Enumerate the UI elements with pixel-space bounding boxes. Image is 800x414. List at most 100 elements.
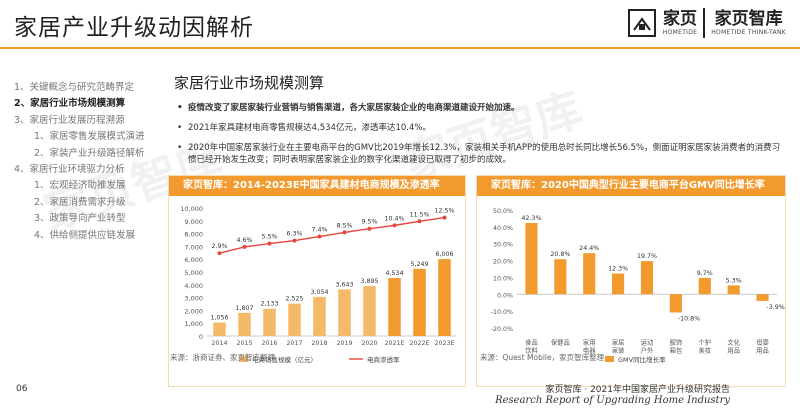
line-value-label: 7.4% bbox=[312, 227, 328, 234]
bar-value-label: 5,249 bbox=[410, 261, 428, 268]
line-value-label: 11.5% bbox=[409, 211, 429, 218]
line-point bbox=[367, 226, 372, 231]
bar bbox=[554, 259, 567, 295]
legend-line-label: 电商渗透率 bbox=[367, 355, 400, 364]
y-tick-label: 40.0% bbox=[493, 225, 513, 232]
bullet-point: 疫情改变了家居家装行业营销与销售渠道，各大家居家装企业的电商渠道建设开始加速。 bbox=[174, 102, 784, 114]
bar-value-label: 1,807 bbox=[235, 305, 253, 312]
bar bbox=[388, 277, 401, 336]
bar-value-label: 42.3% bbox=[521, 215, 541, 222]
y-tick-label: 3,000 bbox=[184, 295, 203, 303]
logo-subtitle: HOMETIDE bbox=[662, 28, 698, 36]
y-tick-label: 20.0% bbox=[493, 259, 513, 266]
x-tick-label: 2016 bbox=[261, 340, 277, 347]
legend-label: GMV同比增长率 bbox=[618, 355, 666, 364]
logo-divider bbox=[703, 8, 706, 38]
bar bbox=[612, 273, 625, 295]
toc-subitem[interactable]: 4、供给侧提供应链发展 bbox=[34, 229, 136, 241]
bar bbox=[438, 259, 451, 336]
x-tick-label: 电器 bbox=[583, 345, 596, 354]
toc-subitem[interactable]: 2、家居消费需求升级 bbox=[34, 196, 126, 208]
bar-value-label: 2,525 bbox=[285, 296, 303, 303]
line-point bbox=[292, 238, 297, 243]
toc-subitem[interactable]: 1、宏观经济助推发展 bbox=[34, 180, 126, 192]
line-point bbox=[442, 215, 447, 220]
x-tick-label: 美妆 bbox=[698, 345, 711, 354]
y-tick-label: 30.0% bbox=[493, 242, 513, 249]
bar-value-label: 5.3% bbox=[726, 277, 742, 284]
legend-swatch bbox=[605, 356, 614, 362]
line-value-label: 8.5% bbox=[337, 222, 353, 229]
y-tick-label: 10,000 bbox=[180, 205, 203, 213]
y-tick-label: -20.0% bbox=[491, 326, 513, 333]
y-tick-label: 0.0% bbox=[497, 292, 513, 299]
x-tick-label: 家装 bbox=[612, 345, 625, 354]
x-tick-label: 保健品 bbox=[551, 337, 570, 346]
gmv-growth-chart: 家页智库：2020中国典型行业主要电商平台GMV同比增长率 -20.0% -10.… bbox=[476, 175, 786, 387]
chart-title: 家页智库：2020中国典型行业主要电商平台GMV同比增长率 bbox=[477, 176, 785, 196]
x-tick-label: 母婴 bbox=[756, 338, 769, 346]
bullet-list: 疫情改变了家居家装行业营销与销售渠道，各大家居家装企业的电商渠道建设开始加速。 … bbox=[174, 102, 784, 174]
y-tick-label: 7,000 bbox=[184, 243, 203, 251]
bar-value-label: -3.9% bbox=[766, 304, 784, 311]
line-value-label: 4.6% bbox=[237, 237, 253, 244]
y-tick-label: -10.0% bbox=[491, 309, 513, 316]
x-tick-label: 服饰 bbox=[670, 337, 683, 346]
bar bbox=[338, 289, 351, 336]
footer-subtitle: Research Report of Upgrading Home Indust… bbox=[495, 395, 730, 406]
x-tick-label: 个护 bbox=[698, 337, 711, 346]
bar bbox=[288, 303, 301, 336]
x-tick-label: 家居 bbox=[612, 337, 625, 346]
bar-value-label: 3,643 bbox=[335, 281, 353, 288]
line-value-label: 10.4% bbox=[384, 215, 404, 222]
bar bbox=[213, 322, 226, 336]
x-tick-label: 运动 bbox=[641, 338, 654, 346]
brand-logo: 家页 HOMETIDE 家页智库 HOMETIDE THINK-TANK bbox=[627, 8, 786, 38]
toc-subitem[interactable]: 1、家居零售发展模式演进 bbox=[34, 131, 145, 143]
logo-thinktank-name: 家页智库 bbox=[714, 8, 783, 29]
bar bbox=[756, 294, 769, 301]
line-point bbox=[217, 251, 222, 256]
line-value-label: 2.9% bbox=[212, 243, 228, 250]
section-title: 家居行业市场规模测算 bbox=[174, 74, 325, 92]
x-tick-label: 2021E bbox=[384, 340, 404, 347]
house-logo-icon bbox=[627, 9, 656, 37]
line-point bbox=[317, 234, 322, 239]
x-tick-label: 家用 bbox=[583, 337, 596, 346]
toc-subitem[interactable]: 2、家装产业升级路径解析 bbox=[34, 147, 145, 159]
x-tick-label: 饮料 bbox=[525, 345, 538, 354]
x-tick-label: 文化 bbox=[727, 337, 740, 346]
toc-item[interactable]: 3、家居行业发展历程溯源 bbox=[14, 114, 125, 126]
bar-value-label: 24.4% bbox=[579, 245, 599, 252]
bar-value-label: 1,056 bbox=[210, 314, 228, 321]
bar bbox=[263, 308, 276, 336]
bar bbox=[238, 312, 251, 336]
page-title: 家居产业升级动因解析 bbox=[14, 15, 254, 41]
line-point bbox=[392, 223, 397, 228]
x-tick-label: 户外 bbox=[641, 345, 654, 354]
penetration-line bbox=[219, 216, 445, 254]
bar-value-label: 9.7% bbox=[697, 270, 713, 277]
y-tick-label: 8,000 bbox=[184, 231, 203, 239]
toc-item[interactable]: 4、家居行业环境驱力分析 bbox=[14, 164, 125, 176]
toc-item[interactable]: 1、关键概念与研究范畴界定 bbox=[14, 82, 135, 93]
line-value-label: 9.5% bbox=[362, 219, 378, 226]
bar-value-label: -10.8% bbox=[678, 315, 700, 322]
line-point bbox=[267, 241, 272, 246]
table-of-contents: 1、关键概念与研究范畴界定 2、家居行业市场规模测算 3、家居行业发展历程溯源 … bbox=[14, 80, 164, 244]
bar bbox=[698, 277, 711, 295]
bar bbox=[313, 296, 326, 336]
y-tick-label: 2,000 bbox=[184, 307, 203, 315]
y-tick-label: 6,000 bbox=[184, 256, 203, 264]
bar-value-label: 19.7% bbox=[637, 253, 657, 260]
bar bbox=[525, 222, 538, 295]
toc-item-active[interactable]: 2、家居行业市场规模测算 bbox=[14, 98, 126, 110]
bar-value-label: 2,133 bbox=[260, 301, 278, 308]
bar bbox=[669, 294, 682, 313]
bullet-point: 2020年中国家居家装行业在主要电商平台的GMV比2019年增长12.3%，家装… bbox=[174, 142, 784, 166]
toc-subitem[interactable]: 3、政策导向产业转型 bbox=[34, 213, 126, 225]
bar-value-label: 20.8% bbox=[550, 251, 570, 258]
ecommerce-scale-plot: 0 1,000 2,000 3,000 4,000 5,000 6,000 7,000 8,00… bbox=[180, 205, 457, 364]
bar bbox=[583, 253, 596, 295]
y-tick-label: 1,000 bbox=[184, 320, 203, 328]
